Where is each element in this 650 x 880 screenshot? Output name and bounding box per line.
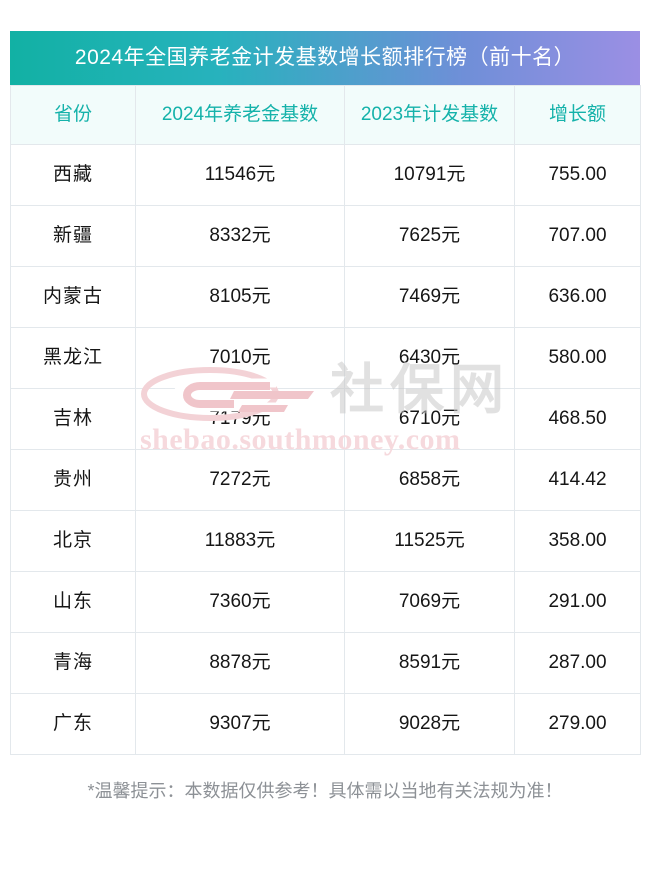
cell-base-2024: 11546元 — [135, 144, 345, 206]
table-row: 西藏 11546元 10791元 755.00 — [10, 144, 641, 206]
cell-base-2024: 11883元 — [135, 510, 345, 572]
cell-growth: 580.00 — [514, 327, 641, 389]
cell-base-2023: 11525元 — [344, 510, 515, 572]
cell-base-2024: 7010元 — [135, 327, 345, 389]
cell-growth: 291.00 — [514, 571, 641, 633]
cell-base-2023: 7469元 — [344, 266, 515, 328]
column-header-growth: 增长额 — [514, 85, 641, 145]
cell-province: 贵州 — [10, 449, 136, 511]
cell-base-2023: 6710元 — [344, 388, 515, 450]
disclaimer-note: *温馨提示：本数据仅供参考！具体需以当地有关法规为准！ — [87, 781, 563, 801]
table-title-banner: 2024年全国养老金计发基数增长额排行榜（前十名） — [10, 31, 640, 85]
cell-base-2023: 7625元 — [344, 205, 515, 267]
cell-base-2024: 7272元 — [135, 449, 345, 511]
cell-province: 青海 — [10, 632, 136, 694]
cell-base-2023: 6858元 — [344, 449, 515, 511]
pension-ranking-table: 省份 2024年养老金基数 2023年计发基数 增长额 西藏 11546元 10… — [10, 85, 641, 755]
cell-base-2024: 8332元 — [135, 205, 345, 267]
cell-province: 新疆 — [10, 205, 136, 267]
column-header-base-2023: 2023年计发基数 — [344, 85, 515, 145]
column-header-base-2024: 2024年养老金基数 — [135, 85, 345, 145]
cell-growth: 755.00 — [514, 144, 641, 206]
cell-base-2023: 9028元 — [344, 693, 515, 755]
table-header-row: 省份 2024年养老金基数 2023年计发基数 增长额 — [10, 85, 641, 145]
cell-province: 北京 — [10, 510, 136, 572]
cell-province: 西藏 — [10, 144, 136, 206]
cell-base-2024: 9307元 — [135, 693, 345, 755]
cell-province: 内蒙古 — [10, 266, 136, 328]
table-row: 黑龙江 7010元 6430元 580.00 — [10, 327, 641, 389]
cell-base-2024: 8105元 — [135, 266, 345, 328]
cell-province: 山东 — [10, 571, 136, 633]
table-row: 青海 8878元 8591元 287.00 — [10, 632, 641, 694]
cell-base-2023: 7069元 — [344, 571, 515, 633]
table-row: 贵州 7272元 6858元 414.42 — [10, 449, 641, 511]
cell-base-2023: 8591元 — [344, 632, 515, 694]
table-row: 吉林 7179元 6710元 468.50 — [10, 388, 641, 450]
cell-base-2024: 7360元 — [135, 571, 345, 633]
cell-base-2023: 6430元 — [344, 327, 515, 389]
cell-growth: 707.00 — [514, 205, 641, 267]
table-row: 新疆 8332元 7625元 707.00 — [10, 205, 641, 267]
cell-base-2023: 10791元 — [344, 144, 515, 206]
table-body: 西藏 11546元 10791元 755.00 新疆 8332元 7625元 7… — [10, 144, 641, 755]
table-header: 省份 2024年养老金基数 2023年计发基数 增长额 — [10, 85, 641, 145]
cell-province: 广东 — [10, 693, 136, 755]
page-title: 2024年全国养老金计发基数增长额排行榜（前十名） — [74, 46, 576, 69]
cell-province: 吉林 — [10, 388, 136, 450]
cell-growth: 468.50 — [514, 388, 641, 450]
cell-growth: 287.00 — [514, 632, 641, 694]
table-row: 北京 11883元 11525元 358.00 — [10, 510, 641, 572]
cell-growth: 279.00 — [514, 693, 641, 755]
cell-base-2024: 7179元 — [135, 388, 345, 450]
table-row: 广东 9307元 9028元 279.00 — [10, 693, 641, 755]
table-row: 山东 7360元 7069元 291.00 — [10, 571, 641, 633]
cell-base-2024: 8878元 — [135, 632, 345, 694]
cell-growth: 358.00 — [514, 510, 641, 572]
column-header-province: 省份 — [10, 85, 136, 145]
cell-province: 黑龙江 — [10, 327, 136, 389]
table-row: 内蒙古 8105元 7469元 636.00 — [10, 266, 641, 328]
cell-growth: 636.00 — [514, 266, 641, 328]
cell-growth: 414.42 — [514, 449, 641, 511]
